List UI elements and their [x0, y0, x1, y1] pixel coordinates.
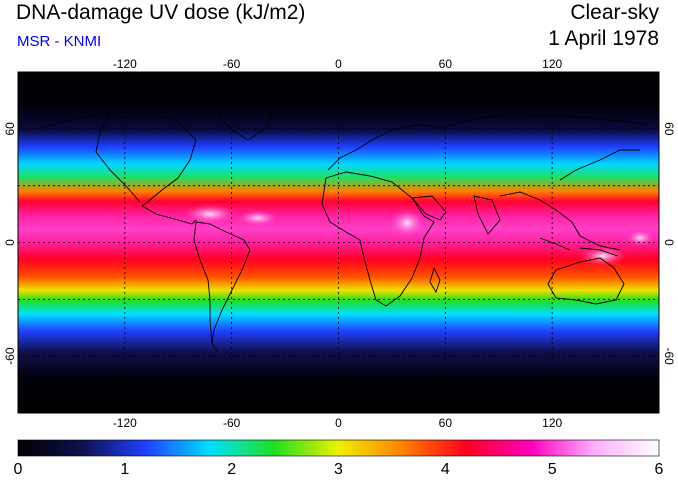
- colorbar-tick-label: 2: [227, 461, 236, 478]
- coast-south-america: [193, 221, 251, 353]
- lon-tick-label-top: 0: [335, 57, 342, 71]
- colorbar-labels: 0 1 2 3 4 5 6: [14, 461, 664, 478]
- date-label: 1 April 1978: [548, 27, 659, 50]
- hotspot-pacific: [626, 230, 654, 246]
- lat-tick-label-right: 0: [662, 239, 676, 246]
- coast-asia-east: [499, 149, 640, 251]
- lon-tick-label-bottom: -120: [113, 416, 137, 430]
- lon-tick-label-top: -60: [223, 57, 241, 71]
- lon-tick-label-top: 60: [439, 57, 453, 71]
- lon-tick-label-bottom: 120: [542, 416, 562, 430]
- hotspot-south-america: [184, 204, 236, 224]
- colorbar: [17, 439, 660, 457]
- map-frame: [17, 71, 660, 414]
- lon-tick-label-bottom: 0: [335, 416, 342, 430]
- coast-arabia-india: [411, 195, 501, 235]
- coast-europe: [327, 113, 647, 171]
- lat-tick-label-left: 0: [3, 239, 17, 246]
- hotspot-atlantic: [238, 210, 278, 226]
- coast-australia: [547, 257, 625, 305]
- coast-antarctica: [17, 387, 660, 393]
- colorbar-tick-label: 1: [120, 461, 129, 478]
- hotspot-africa: [389, 209, 425, 237]
- coast-madagascar: [429, 266, 441, 294]
- lon-tick-label-top: 120: [542, 57, 562, 71]
- condition-label: Clear-sky: [570, 1, 659, 24]
- lat-tick-label-left: -60: [3, 347, 17, 365]
- lat-tick-label-left: 60: [3, 122, 17, 136]
- coast-north-america: [39, 111, 197, 225]
- colorbar-tick-label: 3: [334, 461, 343, 478]
- coast-greenland: [219, 101, 273, 141]
- coast-africa: [321, 171, 435, 307]
- lon-tick-label-bottom: -60: [223, 416, 241, 430]
- lon-tick-label-top: -120: [113, 57, 137, 71]
- gridlines: [18, 72, 659, 413]
- colorbar-tick-label: 0: [14, 461, 23, 478]
- hotspot-indian: [579, 246, 627, 266]
- source-label: MSR - KNMI: [17, 33, 102, 50]
- map-title: DNA-damage UV dose (kJ/m2): [16, 1, 306, 24]
- tick-labels: -120 -120 -60 -60 0 0 60 60 120 120 60 60 0 0 -60 -60: [3, 57, 676, 430]
- lat-tick-label-right: -60: [662, 347, 676, 365]
- colorbar-tick-label: 6: [655, 461, 664, 478]
- colorbar-tick-label: 5: [548, 461, 557, 478]
- colorbar-tick-label: 4: [441, 461, 450, 478]
- lon-tick-label-bottom: 60: [439, 416, 453, 430]
- coastlines: [17, 101, 660, 393]
- lat-tick-label-right: 60: [662, 122, 676, 136]
- coast-indonesia: [539, 237, 619, 257]
